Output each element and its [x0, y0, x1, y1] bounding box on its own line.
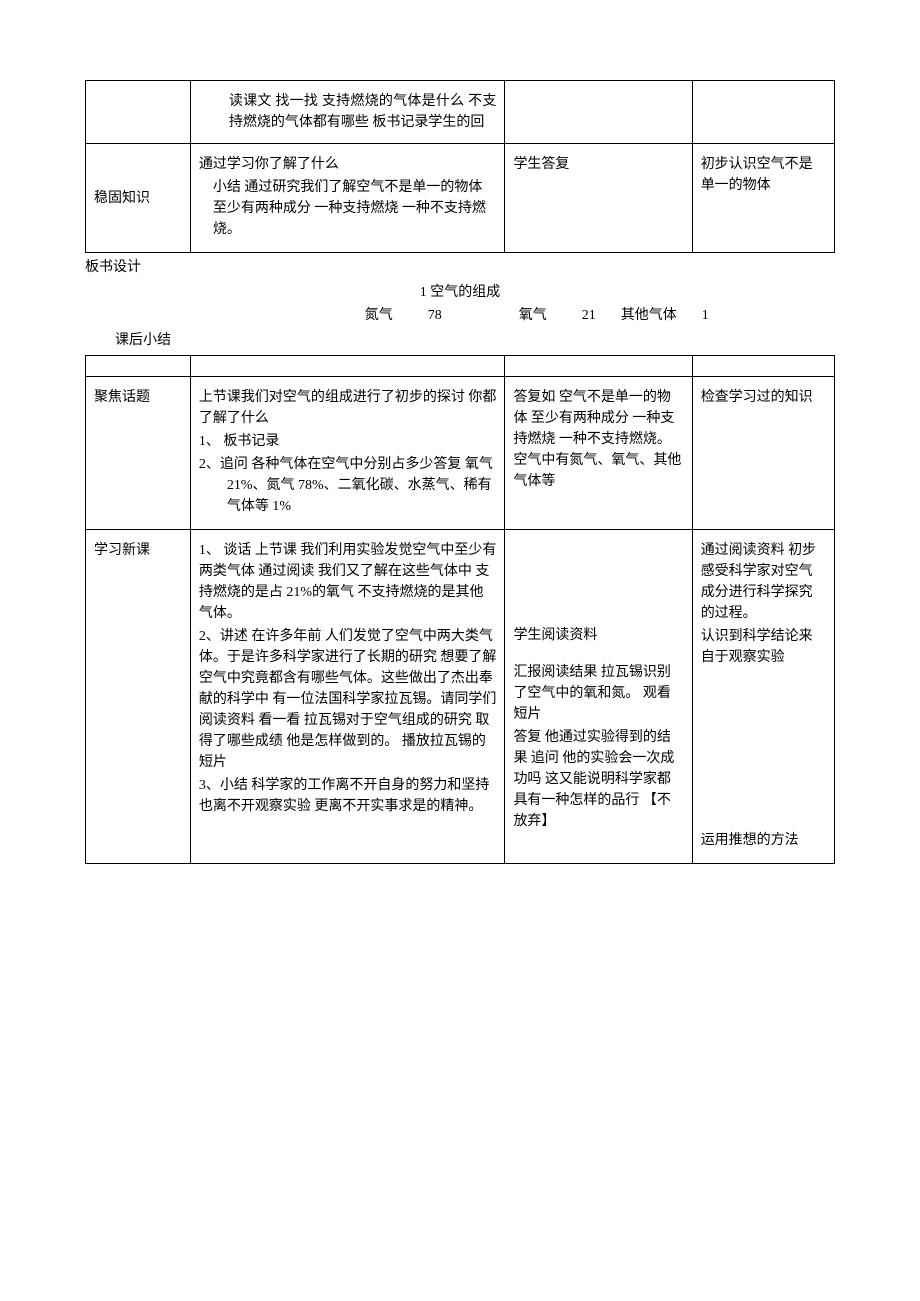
cell — [505, 81, 692, 144]
cell — [86, 81, 191, 144]
board-design-label: 板书设计 — [85, 257, 835, 278]
table-row: 稳固知识 通过学习你了解了什么 小结 通过研究我们了解空气不是单一的物体 至少有… — [86, 144, 835, 253]
cell — [86, 356, 191, 377]
post-summary-label: 课后小结 — [85, 330, 835, 351]
n2-value: 78 — [428, 308, 442, 323]
cell: 聚焦话题 — [86, 377, 191, 530]
table-row — [86, 356, 835, 377]
table-row: 读课文 找一找 支持燃烧的气体是什么 不支持燃烧的气体都有哪些 板书记录学生的回 — [86, 81, 835, 144]
table-row: 学习新课 1、 谈话 上节课 我们利用实验发觉空气中至少有两类气体 通过阅读 我… — [86, 530, 835, 864]
cell: 学习新课 — [86, 530, 191, 864]
cell: 初步认识空气不是单一的物体 — [692, 144, 834, 253]
cell — [692, 356, 834, 377]
cell-text: 汇报阅读结果 拉瓦锡识别了空气中的氧和氮。 观看短片 — [513, 662, 683, 725]
cell-text: 认识到科学结论来自于观察实验 — [701, 626, 826, 668]
cell — [692, 81, 834, 144]
cell-text: 通过学习你了解了什么 — [199, 154, 497, 175]
table-1: 读课文 找一找 支持燃烧的气体是什么 不支持燃烧的气体都有哪些 板书记录学生的回… — [85, 80, 835, 253]
cell-text: 运用推想的方法 — [701, 830, 826, 851]
cell-text: 通过阅读资料 初步感受科学家对空气成分进行科学探究的过程。 — [701, 540, 826, 624]
cell-text: 答复如 空气不是单一的物体 至少有两种成分 一种支持燃烧 一种不支持燃烧。 空气… — [513, 387, 683, 492]
cell: 学生阅读资料 汇报阅读结果 拉瓦锡识别了空气中的氧和氮。 观看短片 答复 他通过… — [505, 530, 692, 864]
cell-text: 聚焦话题 — [94, 390, 150, 405]
cell-text: 2、追问 各种气体在空气中分别占多少答复 氧气 21%、氮气 78%、二氧化碳、… — [199, 454, 497, 517]
cell-text: 读课文 找一找 支持燃烧的气体是什么 不支持燃烧的气体都有哪些 板书记录学生的回 — [199, 91, 497, 133]
cell-text: 小结 通过研究我们了解空气不是单一的物体 至少有两种成分 一种支持燃烧 一种不支… — [199, 177, 497, 240]
cell-text: 初步认识空气不是单一的物体 — [701, 157, 813, 193]
other-value: 1 — [702, 308, 709, 323]
cell — [190, 356, 505, 377]
cell: 检查学习过的知识 — [692, 377, 834, 530]
cell: 答复如 空气不是单一的物体 至少有两种成分 一种支持燃烧 一种不支持燃烧。 空气… — [505, 377, 692, 530]
cell: 学生答复 — [505, 144, 692, 253]
o2-value: 21 — [582, 308, 596, 323]
cell-text: 学生答复 — [513, 157, 569, 172]
cell-text: 学习新课 — [94, 543, 150, 558]
cell-text: 上节课我们对空气的组成进行了初步的探讨 你都了解了什么 — [199, 387, 497, 429]
cell-text: 检查学习过的知识 — [701, 390, 813, 405]
composition-values: 氮气 78 氧气 21 其他气体 1 — [85, 305, 835, 326]
cell-text: 答复 他通过实验得到的结果 追问 他的实验会一次成功吗 这又能说明科学家都具有一… — [513, 727, 683, 832]
cell: 上节课我们对空气的组成进行了初步的探讨 你都了解了什么 1、 板书记录 2、追问… — [190, 377, 505, 530]
cell: 稳固知识 — [86, 144, 191, 253]
table-2: 聚焦话题 上节课我们对空气的组成进行了初步的探讨 你都了解了什么 1、 板书记录… — [85, 355, 835, 864]
cell-text: 1、 板书记录 — [199, 431, 497, 452]
cell: 读课文 找一找 支持燃烧的气体是什么 不支持燃烧的气体都有哪些 板书记录学生的回 — [190, 81, 505, 144]
composition-title: 1 空气的组成 — [85, 282, 835, 303]
o2-label: 氧气 — [519, 308, 547, 323]
cell — [505, 356, 692, 377]
cell-text: 稳固知识 — [94, 191, 150, 206]
cell: 通过阅读资料 初步感受科学家对空气成分进行科学探究的过程。 认识到科学结论来自于… — [692, 530, 834, 864]
cell-text: 1、 谈话 上节课 我们利用实验发觉空气中至少有两类气体 通过阅读 我们又了解在… — [199, 540, 497, 624]
cell-text: 学生阅读资料 — [513, 625, 683, 646]
n2-label: 氮气 — [365, 308, 393, 323]
cell: 1、 谈话 上节课 我们利用实验发觉空气中至少有两类气体 通过阅读 我们又了解在… — [190, 530, 505, 864]
cell-text: 2、讲述 在许多年前 人们发觉了空气中两大类气体。于是许多科学家进行了长期的研究… — [199, 626, 497, 773]
other-label: 其他气体 — [621, 308, 677, 323]
cell-text: 3、小结 科学家的工作离不开自身的努力和坚持 也离不开观察实验 更离不开实事求是… — [199, 775, 497, 817]
table-row: 聚焦话题 上节课我们对空气的组成进行了初步的探讨 你都了解了什么 1、 板书记录… — [86, 377, 835, 530]
cell: 通过学习你了解了什么 小结 通过研究我们了解空气不是单一的物体 至少有两种成分 … — [190, 144, 505, 253]
